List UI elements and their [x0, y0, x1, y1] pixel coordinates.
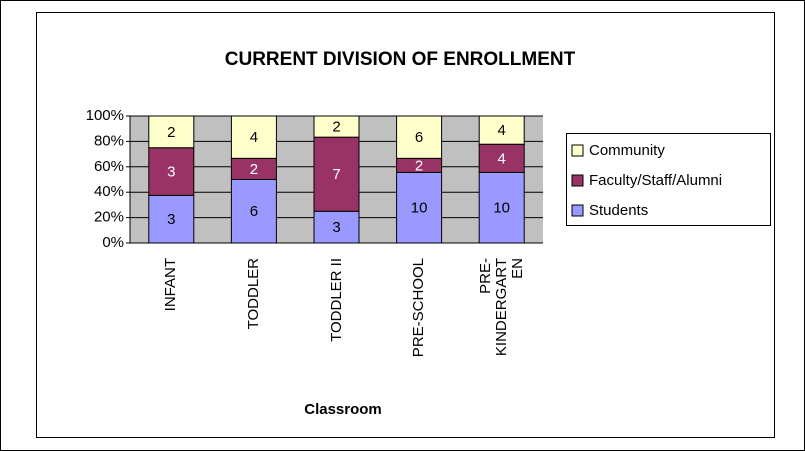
x-tick-label: TODDLER II	[327, 258, 345, 342]
bar-segment	[148, 115, 195, 149]
x-tick-label: PRE-KINDERGARTEN	[476, 258, 526, 357]
legend	[566, 133, 771, 226]
legend-swatch	[571, 204, 584, 217]
data-label: 10	[493, 200, 510, 217]
legend-swatch	[571, 144, 584, 157]
legend-label: Faculty/Staff/Alumni	[589, 172, 722, 189]
data-label: 2	[250, 161, 258, 178]
data-label: 2	[332, 119, 340, 136]
data-label: 7	[332, 166, 340, 183]
data-label: 4	[498, 150, 506, 167]
bar-segment	[230, 115, 277, 159]
x-tick-label: TODDLER	[244, 258, 262, 330]
bar-segment	[148, 194, 195, 244]
y-tick-label: 100%	[86, 107, 124, 124]
y-tick-label: 60%	[94, 158, 124, 175]
bar-segment	[396, 115, 443, 159]
data-label: 3	[167, 211, 175, 228]
y-tick-label: 0%	[102, 234, 124, 251]
bar-segment	[478, 143, 525, 173]
legend-label: Students	[589, 202, 648, 219]
bar-segment	[396, 171, 443, 244]
legend-label: Community	[589, 142, 665, 159]
y-tick-label: 40%	[94, 183, 124, 200]
data-label: 10	[411, 200, 428, 217]
x-tick-label: PRE-SCHOOL	[410, 258, 428, 358]
bar-segment	[148, 147, 195, 196]
x-tick-label: INFANT	[162, 258, 180, 312]
data-label: 4	[498, 122, 506, 139]
data-label: 2	[415, 157, 423, 174]
legend-swatch	[571, 174, 584, 187]
data-label: 3	[332, 219, 340, 236]
y-tick-label: 80%	[94, 132, 124, 149]
bar-segment	[478, 115, 525, 145]
y-tick-label: 20%	[94, 209, 124, 226]
data-label: 3	[167, 164, 175, 181]
data-label: 6	[415, 129, 423, 146]
bar-segment	[313, 136, 360, 212]
chart-title: CURRENT DIVISION OF ENROLLMENT	[225, 49, 576, 70]
data-label: 6	[250, 203, 258, 220]
data-label: 4	[250, 129, 258, 146]
data-label: 2	[167, 124, 175, 141]
x-axis-title: Classroom	[304, 401, 382, 418]
bar-segment	[313, 115, 360, 138]
bar-segment	[478, 171, 525, 244]
